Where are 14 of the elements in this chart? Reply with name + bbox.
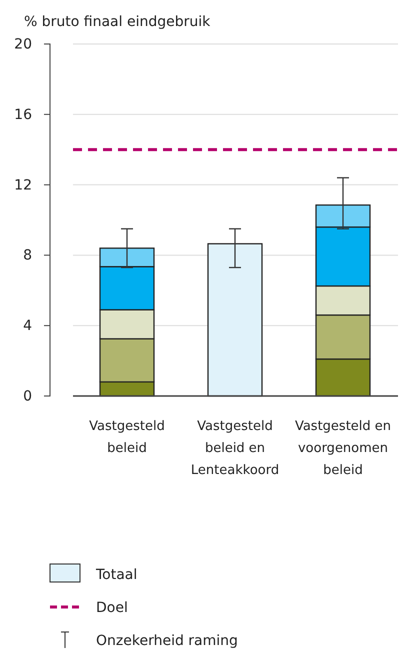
y-tick-label: 12 bbox=[14, 177, 32, 194]
legend-label: Totaal bbox=[95, 567, 138, 583]
bar bbox=[207, 243, 263, 397]
x-tick-label: Vastgesteld beleid bbox=[89, 419, 165, 456]
y-tick-label: 8 bbox=[23, 248, 32, 264]
x-tick-label: Vastgesteld en voorgenomen beleid bbox=[294, 419, 392, 478]
y-tick-label: 20 bbox=[14, 36, 32, 52]
x-tick-label: Vastgesteld beleid en Lenteakkoord bbox=[190, 419, 280, 478]
y-tick-label: 4 bbox=[23, 318, 32, 334]
y-axis-title: % bruto finaal eindgebruik bbox=[24, 14, 212, 30]
y-tick-label: 16 bbox=[14, 106, 32, 123]
legend-label: Doel bbox=[96, 600, 128, 616]
text: Onzekerheid raming bbox=[96, 633, 238, 649]
y-tick-label: 0 bbox=[23, 388, 32, 404]
